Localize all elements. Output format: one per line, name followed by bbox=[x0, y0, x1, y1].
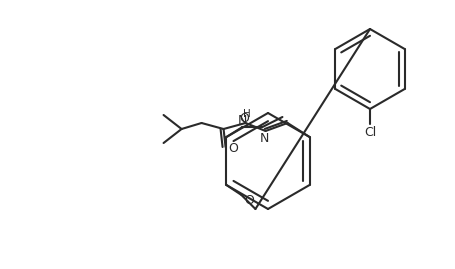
Text: O: O bbox=[244, 193, 254, 207]
Text: O: O bbox=[239, 112, 249, 126]
Text: Cl: Cl bbox=[364, 126, 376, 139]
Text: H: H bbox=[243, 109, 250, 119]
Text: N: N bbox=[238, 115, 247, 128]
Text: N: N bbox=[260, 133, 269, 146]
Text: O: O bbox=[228, 143, 238, 155]
